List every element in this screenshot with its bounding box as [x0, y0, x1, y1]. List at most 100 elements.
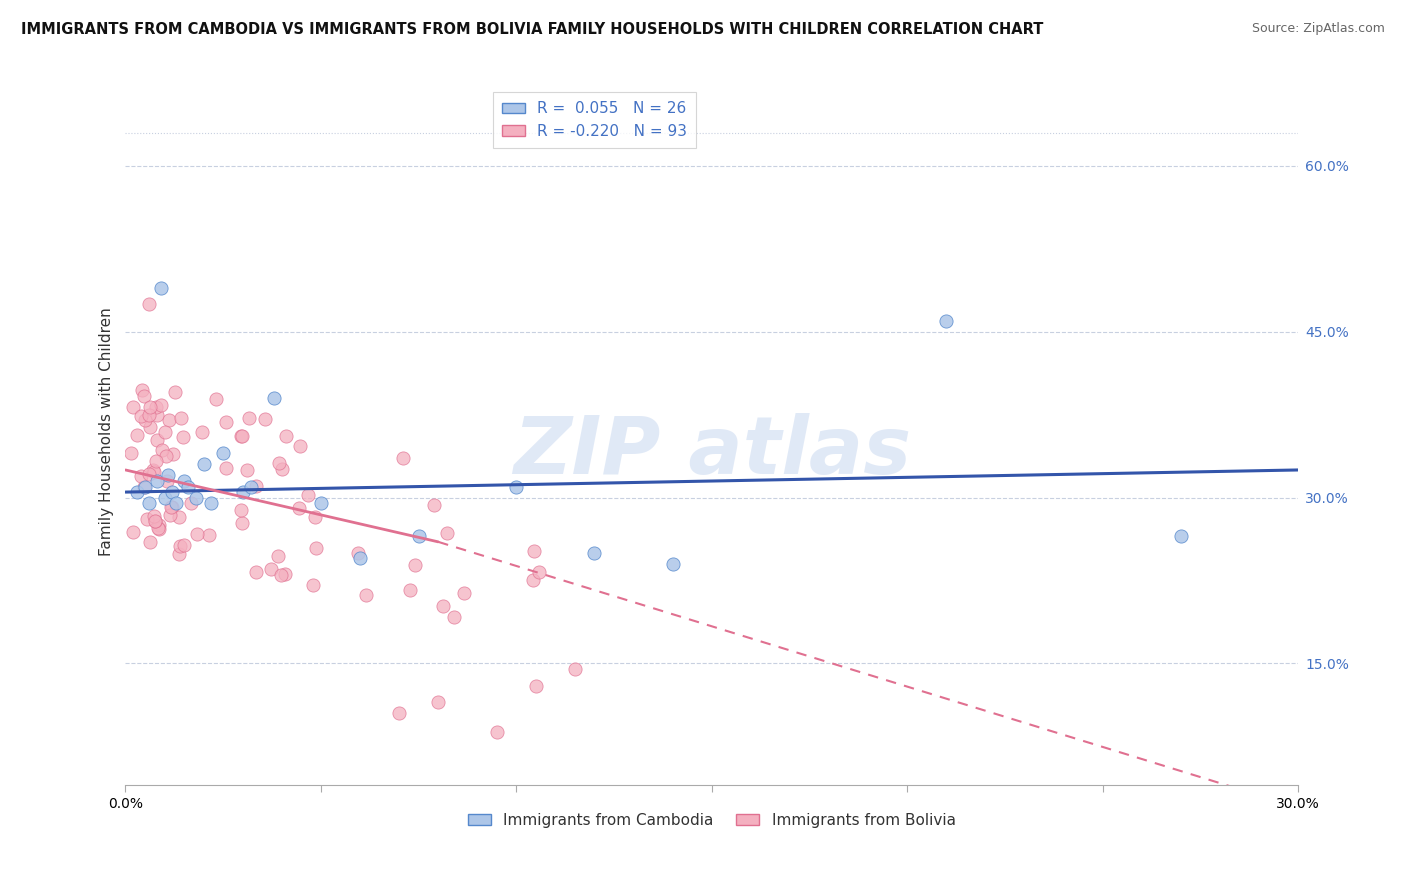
Point [200, 496, 222, 510]
Point [186, 527, 208, 541]
Point [134, 479, 156, 493]
Point [271, 462, 294, 476]
Point [131, 383, 153, 397]
Point [388, 706, 411, 721]
Point [505, 479, 527, 493]
Point [191, 425, 214, 440]
Point [138, 496, 160, 510]
Point [304, 509, 326, 524]
Point [180, 496, 202, 510]
Point [162, 447, 184, 461]
Point [173, 538, 195, 552]
Point [122, 401, 145, 415]
Point [129, 468, 152, 483]
Point [150, 442, 173, 457]
Point [138, 409, 160, 423]
Text: ZIP atlas: ZIP atlas [513, 414, 911, 491]
Point [309, 496, 332, 510]
Legend: Immigrants from Cambodia, Immigrants from Bolivia: Immigrants from Cambodia, Immigrants fro… [461, 807, 962, 834]
Point [212, 446, 235, 460]
Point [270, 568, 292, 582]
Point [138, 467, 160, 482]
Point [155, 425, 177, 439]
Point [146, 433, 169, 447]
Point [142, 462, 165, 476]
Point [167, 509, 190, 524]
Point [145, 400, 167, 414]
Point [305, 541, 328, 555]
Point [564, 662, 586, 676]
Point [169, 539, 191, 553]
Point [231, 429, 253, 443]
Point [288, 439, 311, 453]
Point [269, 456, 291, 470]
Point [229, 502, 252, 516]
Point [193, 458, 215, 472]
Point [139, 535, 162, 549]
Point [122, 525, 145, 540]
Point [127, 485, 149, 500]
Point [173, 474, 195, 488]
Point [347, 546, 370, 560]
Point [453, 586, 475, 600]
Point [408, 529, 430, 543]
Point [155, 449, 177, 463]
Point [149, 280, 172, 294]
Point [229, 428, 252, 442]
Point [349, 551, 371, 566]
Point [398, 583, 420, 598]
Point [583, 546, 606, 560]
Point [215, 416, 238, 430]
Point [177, 479, 200, 493]
Point [134, 413, 156, 427]
Point [523, 544, 546, 558]
Point [145, 408, 167, 422]
Point [288, 500, 311, 515]
Point [135, 512, 157, 526]
Point [165, 496, 187, 510]
Point [238, 410, 260, 425]
Point [129, 409, 152, 423]
Point [120, 446, 142, 460]
Point [165, 385, 187, 400]
Point [232, 485, 254, 500]
Point [522, 573, 544, 587]
Point [443, 610, 465, 624]
Point [145, 453, 167, 467]
Point [302, 578, 325, 592]
Point [148, 522, 170, 536]
Point [1170, 529, 1192, 543]
Point [527, 565, 550, 579]
Point [215, 461, 238, 475]
Point [157, 468, 180, 483]
Point [143, 514, 166, 528]
Point [239, 479, 262, 493]
Point [231, 516, 253, 530]
Point [254, 412, 277, 426]
Point [148, 518, 170, 533]
Y-axis label: Family Households with Children: Family Households with Children [100, 307, 114, 556]
Point [260, 562, 283, 576]
Point [157, 413, 180, 427]
Point [354, 588, 377, 602]
Point [184, 491, 207, 505]
Point [485, 725, 508, 739]
Point [661, 557, 683, 571]
Point [266, 549, 288, 563]
Point [432, 599, 454, 614]
Point [134, 389, 156, 403]
Point [143, 508, 166, 523]
Point [263, 391, 285, 405]
Point [125, 428, 148, 442]
Point [524, 679, 547, 693]
Point [297, 487, 319, 501]
Point [436, 525, 458, 540]
Point [159, 508, 181, 523]
Text: Source: ZipAtlas.com: Source: ZipAtlas.com [1251, 22, 1385, 36]
Point [167, 547, 190, 561]
Point [274, 428, 297, 442]
Point [145, 474, 167, 488]
Point [423, 498, 446, 512]
Point [205, 392, 228, 406]
Point [404, 558, 426, 573]
